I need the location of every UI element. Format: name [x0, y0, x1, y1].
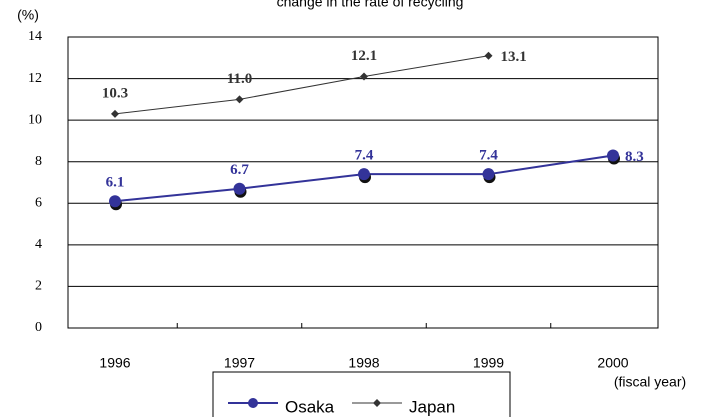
- y-tick-label: 2: [35, 279, 42, 294]
- chart-title: change in the rate of recycling: [277, 0, 464, 10]
- data-label: 13.1: [501, 49, 527, 65]
- legend-label: Osaka: [285, 397, 335, 416]
- x-tick-label: 1997: [224, 355, 255, 371]
- y-axis-label: (%): [17, 7, 39, 23]
- marker: [109, 195, 121, 208]
- y-tick-label: 6: [35, 196, 42, 211]
- marker: [235, 95, 244, 104]
- data-label: 7.4: [355, 148, 374, 164]
- marker: [484, 51, 493, 60]
- data-label: 11.0: [227, 71, 252, 87]
- y-tick-label: 12: [28, 71, 42, 86]
- data-label: 6.1: [106, 175, 125, 191]
- data-label: 6.7: [230, 162, 249, 178]
- y-tick-label: 10: [28, 112, 42, 127]
- x-tick-label: 1999: [473, 355, 504, 371]
- marker: [482, 168, 495, 181]
- legend-label: Japan: [409, 397, 455, 416]
- series-line: [114, 55, 489, 115]
- y-tick-label: 4: [35, 237, 42, 252]
- marker: [233, 182, 246, 195]
- x-axis-label: (fiscal year): [614, 374, 686, 390]
- data-label: 8.3: [625, 149, 644, 165]
- marker: [358, 168, 370, 181]
- x-tick-label: 1996: [99, 355, 130, 371]
- x-tick-label: 2000: [597, 355, 628, 371]
- data-label: 12.1: [351, 48, 377, 64]
- y-tick-label: 14: [28, 29, 42, 44]
- y-tick-label: 8: [35, 154, 42, 169]
- y-tick-label: 0: [35, 320, 42, 335]
- marker: [607, 149, 619, 162]
- legend-marker: [248, 398, 258, 408]
- data-label: 10.3: [102, 85, 128, 101]
- data-label: 7.4: [479, 148, 498, 164]
- x-tick-label: 1998: [348, 355, 379, 371]
- marker: [111, 109, 119, 118]
- marker: [360, 72, 368, 81]
- legend-marker: [373, 399, 381, 407]
- legend: [212, 371, 511, 417]
